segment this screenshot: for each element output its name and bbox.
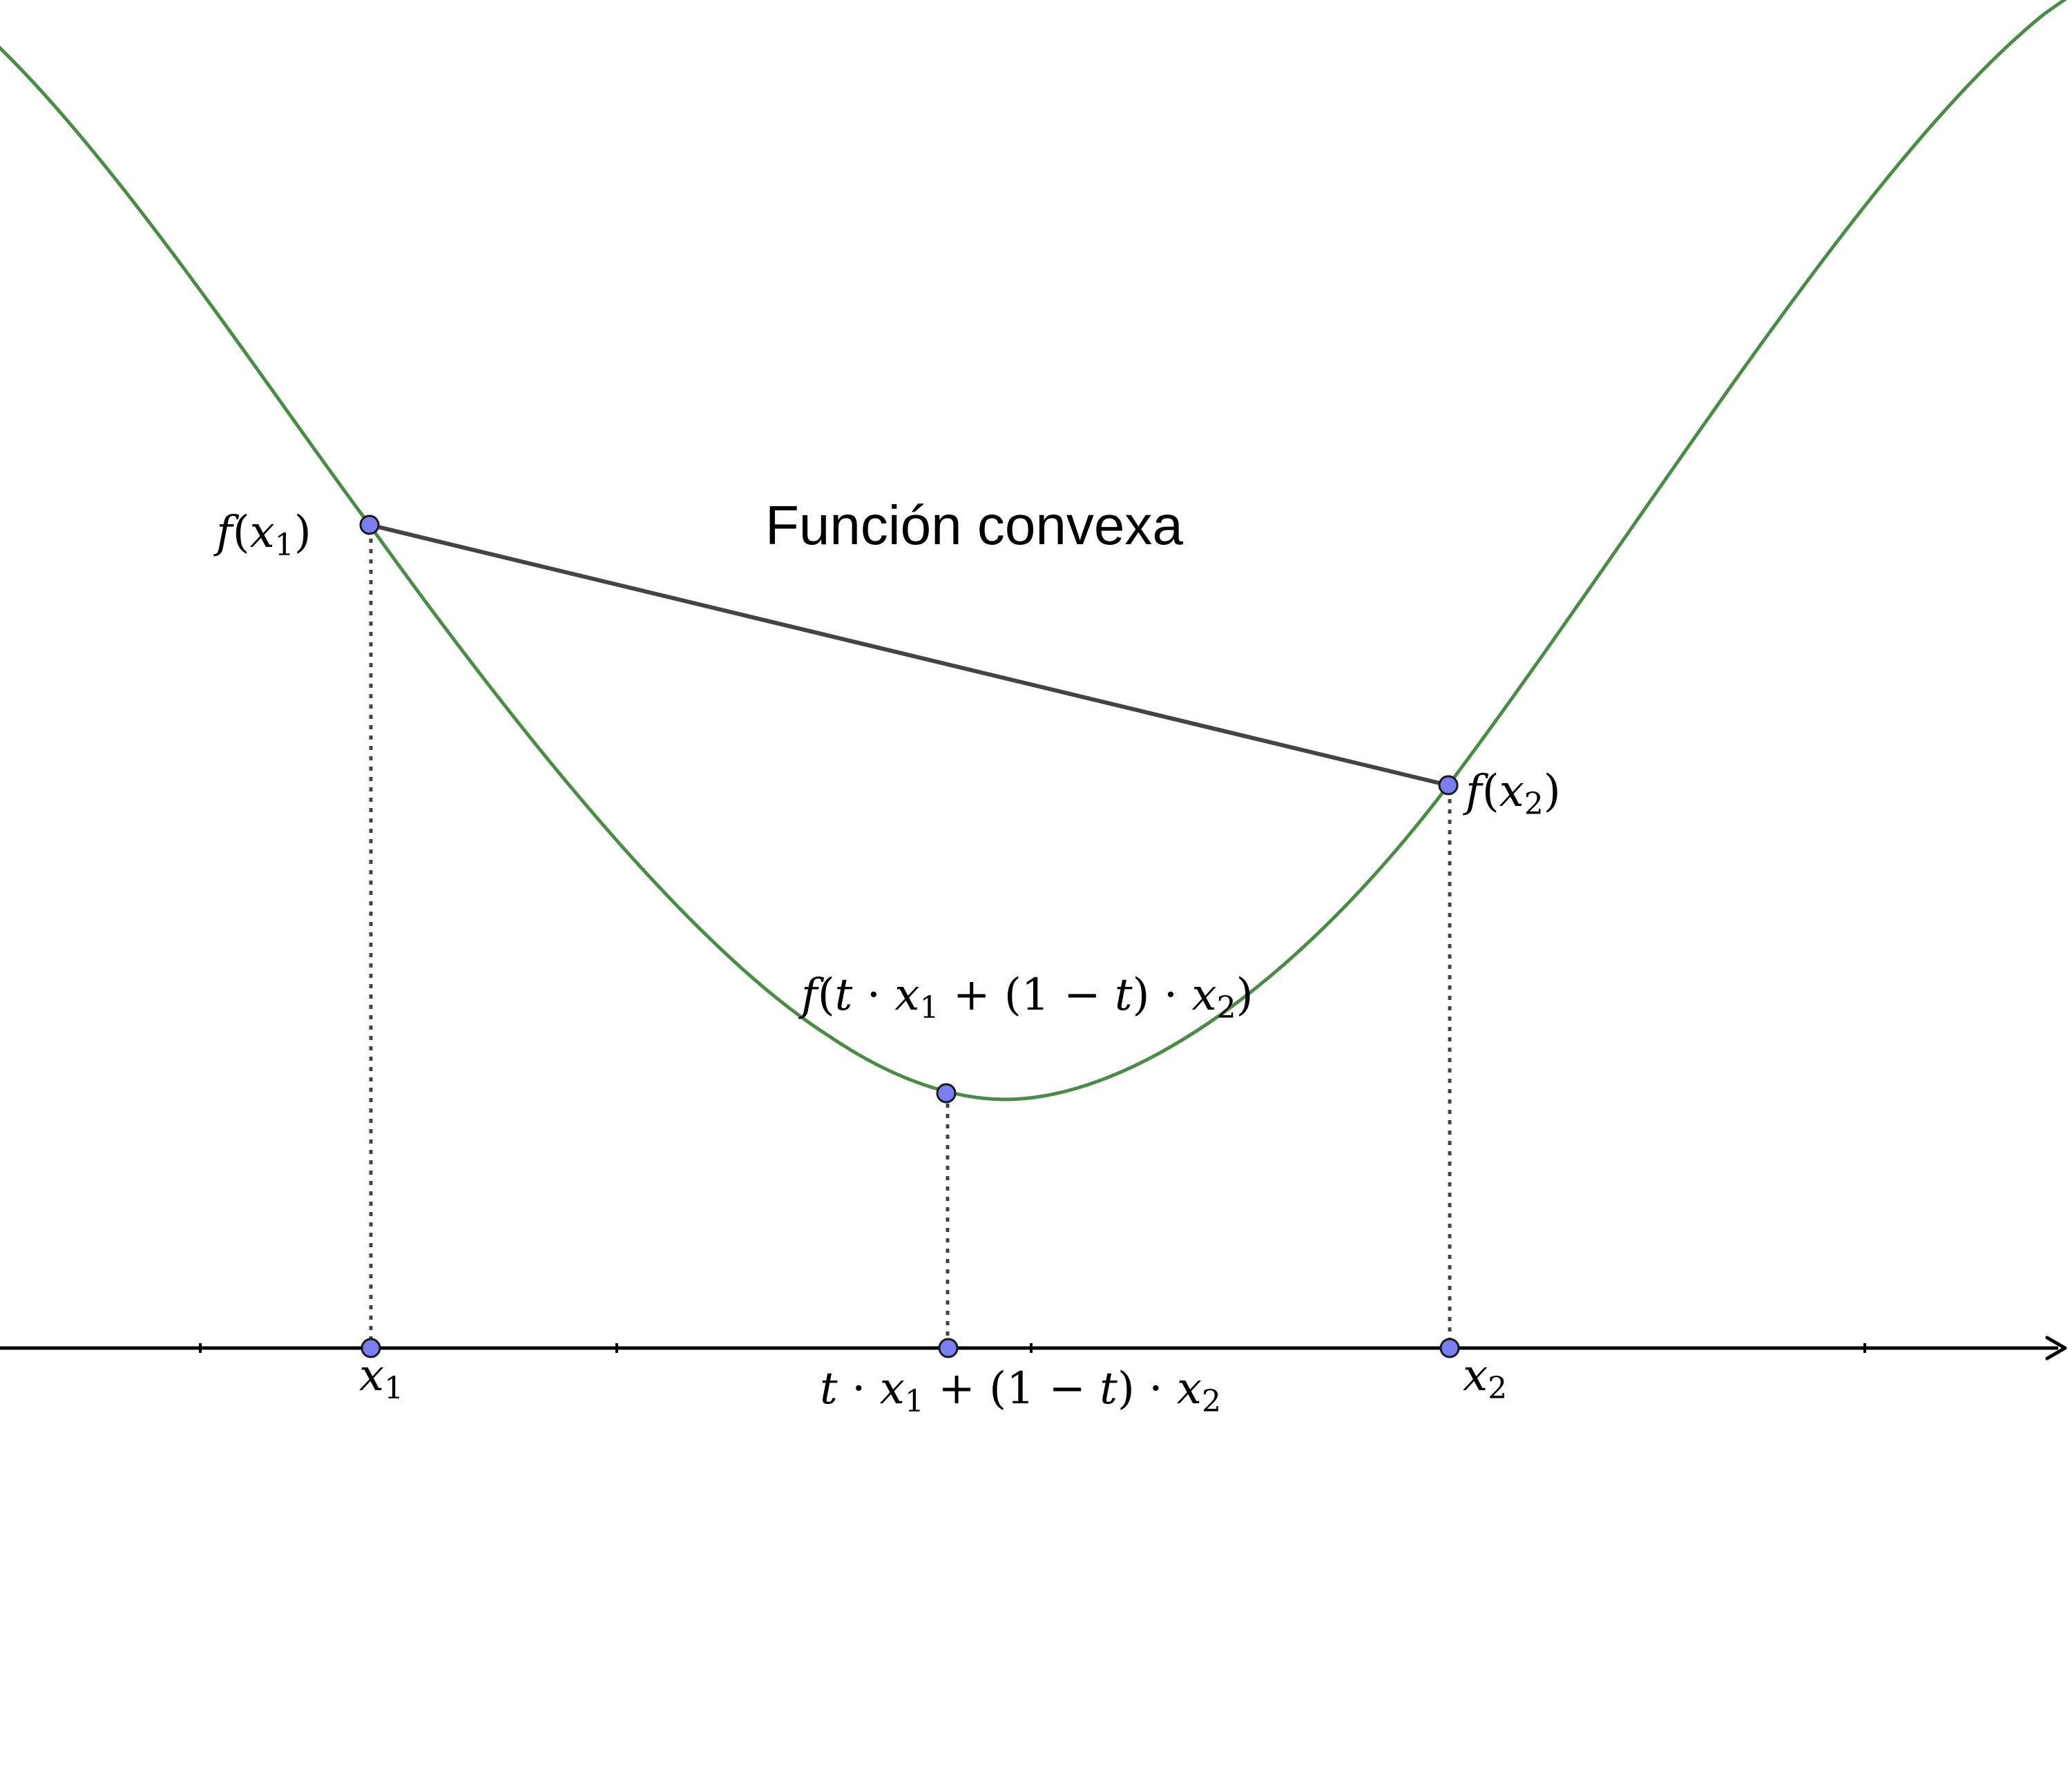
point-f-combo — [936, 1083, 957, 1104]
point-x1 — [361, 1338, 381, 1358]
x-axis-arrowhead — [2045, 1336, 2067, 1360]
label-x1: x1 — [359, 1350, 403, 1406]
point-f-x1 — [359, 514, 380, 535]
point-f-x2 — [1438, 775, 1459, 796]
label-f-x1: f(x1) — [213, 507, 311, 563]
label-combo: t · x1 + (1 − t) · x2 — [820, 1363, 1221, 1419]
point-combo — [938, 1338, 959, 1358]
label-f-combo: f(t · x1 + (1 − t) · x2) — [798, 970, 1254, 1026]
function-curve — [0, 0, 2067, 1102]
secant-chord — [367, 523, 1450, 787]
label-x2: x2 — [1463, 1350, 1507, 1406]
point-x2 — [1439, 1338, 1460, 1358]
label-f-x2: f(x2) — [1463, 766, 1561, 822]
diagram-title: Función convexa — [765, 494, 1183, 556]
